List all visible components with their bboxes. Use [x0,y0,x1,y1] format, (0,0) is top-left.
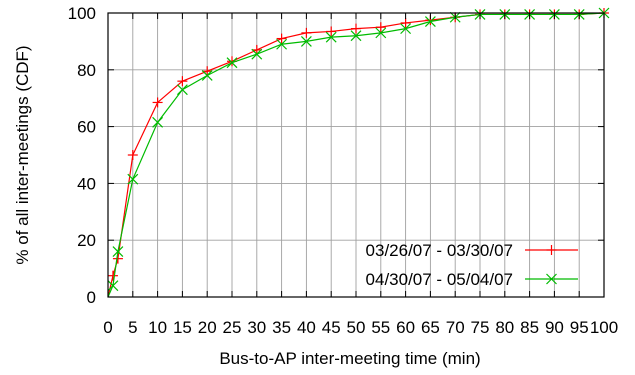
data-point-1 [301,27,312,38]
data-point-2 [400,23,412,35]
legend-label-2: 04/30/07 - 05/04/07 [366,270,513,289]
y-tick-label: 80 [77,61,96,80]
x-tick-label: 0 [103,318,112,337]
data-point-1 [400,17,411,28]
x-tick-label: 15 [173,318,192,337]
x-tick-label: 65 [421,318,440,337]
series-layer [107,7,610,298]
y-tick-label: 40 [77,174,96,193]
x-tick-label: 50 [347,318,366,337]
x-tick-label: 80 [495,318,514,337]
data-point-2 [375,27,387,39]
legend-marker-1 [546,245,557,255]
x-axis-label: Bus-to-AP inter-meeting time (min) [219,349,480,368]
data-point-2 [152,116,164,128]
legend-label-1: 03/26/07 - 03/30/07 [366,241,513,260]
x-tick-label: 85 [520,318,539,337]
axis-ticks: 0 5 10 15 20 25 30 35 40 45 50 55 60 65 70 75 80 85 90 95 10… [68,4,619,337]
y-axis-label: % of all inter-meetings (CDF) [13,45,32,264]
y-tick-label: 60 [77,118,96,137]
x-tick-label: 90 [545,318,564,337]
data-point-2 [176,84,188,96]
x-tick-label: 40 [297,318,316,337]
x-tick-label: 100 [590,318,618,337]
x-tick-label: 55 [371,318,390,337]
legend-marker-2 [546,273,557,285]
legend: 03/26/07 - 03/30/07 04/30/07 - 05/04/07 [366,241,578,289]
x-tick-label: 25 [223,318,242,337]
data-point-2 [127,173,139,185]
x-tick-label: 45 [322,318,341,337]
data-point-2 [107,280,119,292]
data-point-1 [202,66,213,77]
data-point-2 [325,31,337,43]
data-point-2 [350,30,362,42]
data-point-2 [112,246,124,257]
data-point-1 [276,33,287,44]
data-point-2 [226,57,238,69]
data-point-1 [107,270,118,281]
grid [108,13,604,297]
data-point-2 [251,48,263,60]
x-tick-label: 20 [198,318,217,337]
x-tick-label: 10 [148,318,167,337]
data-point-2 [300,35,312,47]
data-point-1 [351,23,361,34]
data-point-1 [177,76,188,87]
x-tick-label: 75 [471,318,490,337]
data-point-2 [276,38,288,50]
y-tick-label: 20 [77,231,96,250]
y-tick-label: 0 [87,288,96,307]
data-point-2 [424,16,436,27]
data-point-1 [251,44,262,55]
data-point-1 [326,26,337,37]
x-tick-label: 30 [247,318,266,337]
x-tick-label: 95 [570,318,589,337]
x-tick-label: 70 [446,318,465,337]
data-point-1 [152,97,163,108]
y-tick-label: 100 [68,4,96,23]
x-tick-label: 5 [128,318,137,337]
x-tick-label: 60 [396,318,415,337]
x-tick-label: 35 [272,318,291,337]
data-point-1 [375,22,386,33]
data-point-2 [201,70,213,81]
data-point-1 [127,150,138,160]
